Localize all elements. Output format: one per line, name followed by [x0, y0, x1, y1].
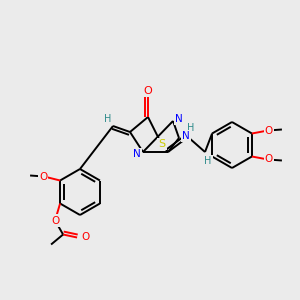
Text: N: N — [182, 131, 190, 141]
Text: O: O — [81, 232, 89, 242]
Text: H: H — [187, 123, 195, 133]
Text: O: O — [51, 215, 59, 226]
Text: O: O — [39, 172, 47, 182]
Text: N: N — [133, 149, 141, 159]
Text: H: H — [204, 156, 212, 166]
Text: N: N — [175, 114, 183, 124]
Text: H: H — [104, 114, 112, 124]
Text: S: S — [158, 139, 166, 149]
Text: O: O — [265, 154, 273, 164]
Text: O: O — [265, 125, 273, 136]
Text: O: O — [144, 86, 152, 96]
